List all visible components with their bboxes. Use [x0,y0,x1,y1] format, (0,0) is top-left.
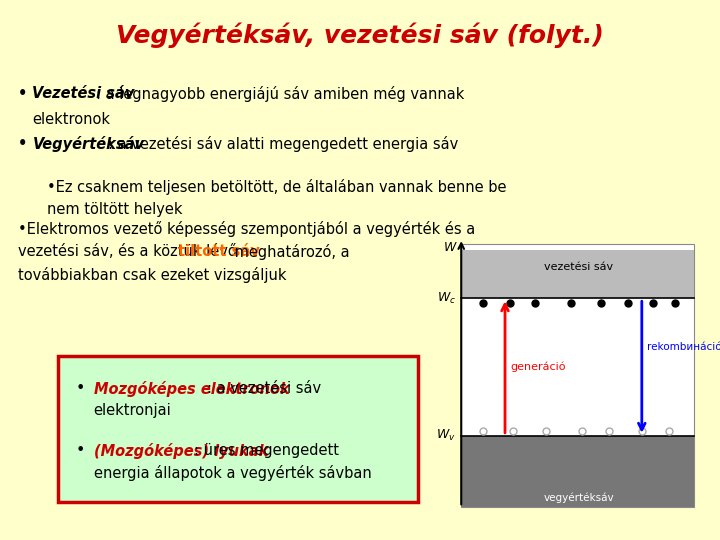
Text: (Mozgóképes) lyukak: (Mozgóképes) lyukak [94,443,268,459]
Bar [58,356,418,502]
Text: Vegyértéksáv: Vegyértéksáv [32,136,145,152]
Text: Vezetési sáv: Vezetési sáv [32,86,135,102]
Text: továbbiakban csak ezeket vizsgáljuk: továbbiakban csak ezeket vizsgáljuk [18,267,287,283]
Text: W: W [444,241,456,254]
Text: •Elektromos vezető képesség szempontjából a vegyérték és a: •Elektromos vezető képesség szempontjábó… [18,221,475,238]
Text: •: • [18,136,27,151]
Text: W$_c$: W$_c$ [436,291,456,306]
Text: elektronok: elektronok [32,112,110,127]
Text: : üres megengedett: : üres megengedett [194,443,339,458]
Text: nem töltött helyek: nem töltött helyek [47,202,182,217]
Text: rekombинáció: rekombинáció [647,342,720,352]
Text: energia állapotok a vegyérték sávban: energia állapotok a vegyérték sávban [94,465,372,482]
Text: : a vezetési sáv: : a vezetési sáv [207,381,322,396]
Text: •Ez csaknem teljesen betöltött, de általában vannak benne be: •Ez csaknem teljesen betöltött, de által… [47,179,506,195]
Text: •: • [76,443,85,458]
Text: vezetési sáv, és a köztük lévő: vezetési sáv, és a köztük lévő [18,244,241,259]
Text: elektronjai: elektronjai [94,403,171,418]
Bar [462,249,694,298]
Text: : a vezetési sáv alatti megengedett energia sáv: : a vezetési sáv alatti megengedett ener… [108,136,458,152]
Text: generáció: generáció [510,362,566,372]
Bar [462,244,694,507]
Text: Mozgóképes elektronok: Mozgóképes elektronok [94,381,289,397]
Text: Vegyértéksáv, vezetési sáv (folyt.): Vegyértéksáv, vezetési sáv (folyt.) [116,22,604,48]
Text: W$_v$: W$_v$ [436,428,456,443]
Text: vezetési sáv: vezetési sáv [544,262,613,272]
Text: tiltott sáv: tiltott sáv [178,244,260,259]
Text: : a legnagyobb energiájú sáv amiben még vannak: : a legnagyobb energiájú sáv amiben még … [96,86,464,103]
Text: vegyértéksáv: vegyértéksáv [544,492,614,503]
Text: •: • [76,381,85,396]
Text: meghatározó, a: meghatározó, a [230,244,349,260]
Bar [462,436,694,507]
Text: •: • [18,86,27,102]
